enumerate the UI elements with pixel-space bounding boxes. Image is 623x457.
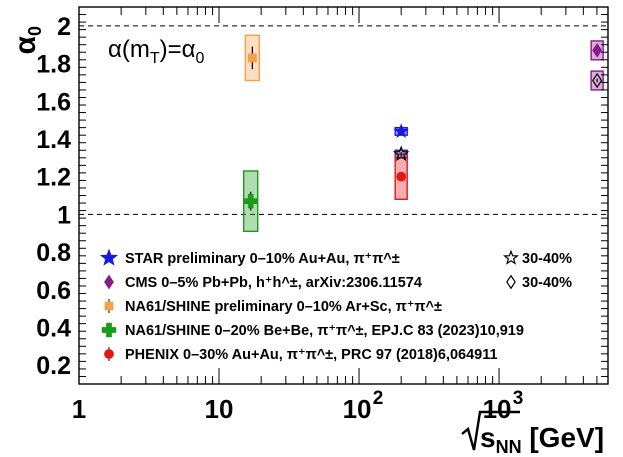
legend-marker-3 bbox=[101, 322, 117, 338]
data-point-series-0-point-1 bbox=[392, 145, 410, 162]
axis-ticks bbox=[78, 6, 609, 385]
legend-marker-1 bbox=[104, 274, 114, 290]
data-point-series-3-point-0 bbox=[243, 193, 258, 209]
legend-label-0: STAR preliminary 0–10% Au+Au, π⁺π^± bbox=[125, 251, 400, 267]
x-tick-label: 10 bbox=[483, 394, 512, 424]
axis-labels: 0.20.40.60.811.21.41.61.821 10 10 2 10 3 bbox=[36, 13, 523, 424]
x-tick-exponent: 3 bbox=[513, 388, 524, 409]
y-tick-label: 1 bbox=[57, 201, 71, 229]
legend-label-1: CMS 0–5% Pb+Pb, h⁺h^±, arXiv:2306.11574 bbox=[125, 275, 422, 291]
data-point-series-2-point-0 bbox=[247, 53, 257, 63]
legend-marker-0 bbox=[99, 248, 119, 266]
y-tick-label: 2 bbox=[57, 13, 71, 41]
x-tick-label: 10 bbox=[343, 394, 372, 424]
legend-extra-label-1: 30-40% bbox=[522, 275, 572, 291]
y-tick-label: 0.2 bbox=[36, 352, 71, 380]
data-point-series-1-point-1 bbox=[592, 72, 603, 89]
data-point-series-0-point-0 bbox=[393, 123, 409, 138]
legend-label-4: PHENIX 0–30% Au+Au, π⁺π^±, PRC 97 (2018)… bbox=[125, 347, 498, 363]
legend-extra-marker-1 bbox=[506, 274, 516, 290]
annotation-alpha-mt: α(mT)=α0 bbox=[108, 36, 205, 67]
reference-lines bbox=[79, 25, 608, 215]
y-tick-label: 1.2 bbox=[36, 164, 71, 192]
y-tick-label: 1.4 bbox=[36, 126, 71, 154]
legend: STAR preliminary 0–10% Au+Au, π⁺π^± 30-40… bbox=[99, 248, 572, 363]
y-axis-title: α0 bbox=[9, 26, 45, 54]
y-tick-label: 0.4 bbox=[36, 314, 71, 342]
y-tick-label: 1.6 bbox=[36, 88, 71, 116]
data-points bbox=[243, 43, 603, 211]
systematic-bands bbox=[243, 34, 604, 233]
svg-text:sNN [GeV]: sNN [GeV] bbox=[480, 422, 604, 457]
legend-extra-marker-0 bbox=[503, 249, 519, 265]
legend-label-2: NA61/SHINE preliminary 0–10% Ar+Sc, π⁺π^… bbox=[125, 299, 442, 315]
x-tick-exponent: 2 bbox=[373, 388, 384, 409]
x-tick-label: 10 bbox=[205, 394, 234, 424]
data-point-series-1-point-0 bbox=[592, 43, 603, 58]
x-tick-label: 1 bbox=[72, 394, 86, 424]
legend-marker-4 bbox=[104, 349, 114, 359]
legend-marker-2 bbox=[104, 301, 114, 311]
y-tick-label: 0.6 bbox=[36, 277, 71, 305]
data-point-series-4-point-0 bbox=[396, 171, 407, 182]
legend-label-3: NA61/SHINE 0–20% Be+Be, π⁺π^±, EPJ.C 83 … bbox=[125, 323, 524, 339]
y-tick-label: 0.8 bbox=[36, 239, 71, 267]
legend-extra-label-0: 30-40% bbox=[522, 251, 572, 267]
y-tick-label: 1.8 bbox=[36, 51, 71, 79]
